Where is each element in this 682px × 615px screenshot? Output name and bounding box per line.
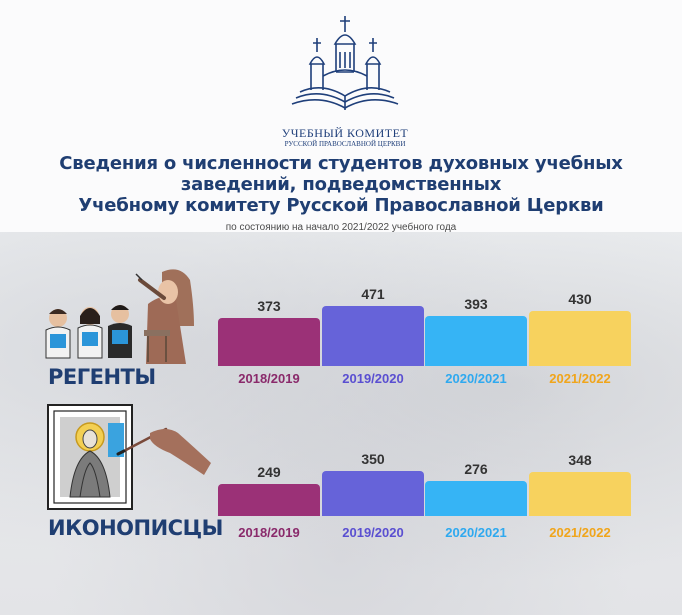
- church-icon: [291, 16, 399, 110]
- subtitle: по состоянию на начало 2021/2022 учебног…: [225, 222, 457, 233]
- icon-painting-illustration: [47, 404, 211, 510]
- iconographers-value-label: 350: [361, 451, 385, 468]
- page-title: Сведения о численности студентов духовны…: [0, 153, 682, 216]
- regents-value-label: 393: [464, 295, 488, 312]
- title-line-1: Сведения о численности студентов духовны…: [59, 153, 623, 174]
- iconographers-bar-2019/2020: [322, 471, 424, 516]
- title-line-3: Учебному комитету Русской Православной Ц…: [78, 195, 604, 216]
- regents-value-label: 471: [361, 285, 385, 302]
- choir-illustration: [45, 269, 194, 364]
- iconographers-category-label: 2019/2020: [342, 525, 404, 540]
- iconographers-category-label: 2018/2019: [238, 525, 300, 540]
- iconographers-category-label: 2020/2021: [445, 525, 507, 540]
- title-line-2: заведений, подведомственных: [180, 174, 502, 195]
- regents-category-label: 2019/2020: [342, 371, 404, 386]
- regents-bar-2021/2022: [529, 311, 631, 366]
- section-label-regents: РЕГЕНТЫ: [48, 365, 156, 389]
- section-label-iconographers: ИКОНОПИСЦЫ: [48, 516, 223, 540]
- logo-subtitle: РУССКОЙ ПРАВОСЛАВНОЙ ЦЕРКВИ: [284, 140, 406, 148]
- iconographers-bar-2021/2022: [529, 471, 631, 516]
- iconographers-bar-2020/2021: [425, 480, 527, 516]
- regents-bar-2020/2021: [425, 315, 527, 366]
- regents-value-label: 373: [257, 298, 281, 315]
- iconographers-value-label: 348: [568, 451, 592, 468]
- logo: УЧЕБНЫЙ КОМИТЕТ РУССКОЙ ПРАВОСЛАВНОЙ ЦЕР…: [280, 12, 410, 154]
- iconographers-value-label: 249: [257, 464, 281, 481]
- iconographers-category-label: 2021/2022: [549, 525, 611, 540]
- iconographers-bar-2018/2019: [218, 484, 320, 516]
- regents-category-label: 2018/2019: [238, 371, 300, 386]
- regents-value-label: 430: [568, 291, 592, 308]
- regents-bar-2018/2019: [218, 318, 320, 366]
- regents-category-label: 2021/2022: [549, 371, 611, 386]
- regents-category-label: 2020/2021: [445, 371, 507, 386]
- logo-title: УЧЕБНЫЙ КОМИТЕТ: [281, 126, 409, 140]
- regents-bar-2019/2020: [322, 305, 424, 366]
- iconographers-value-label: 276: [464, 460, 488, 477]
